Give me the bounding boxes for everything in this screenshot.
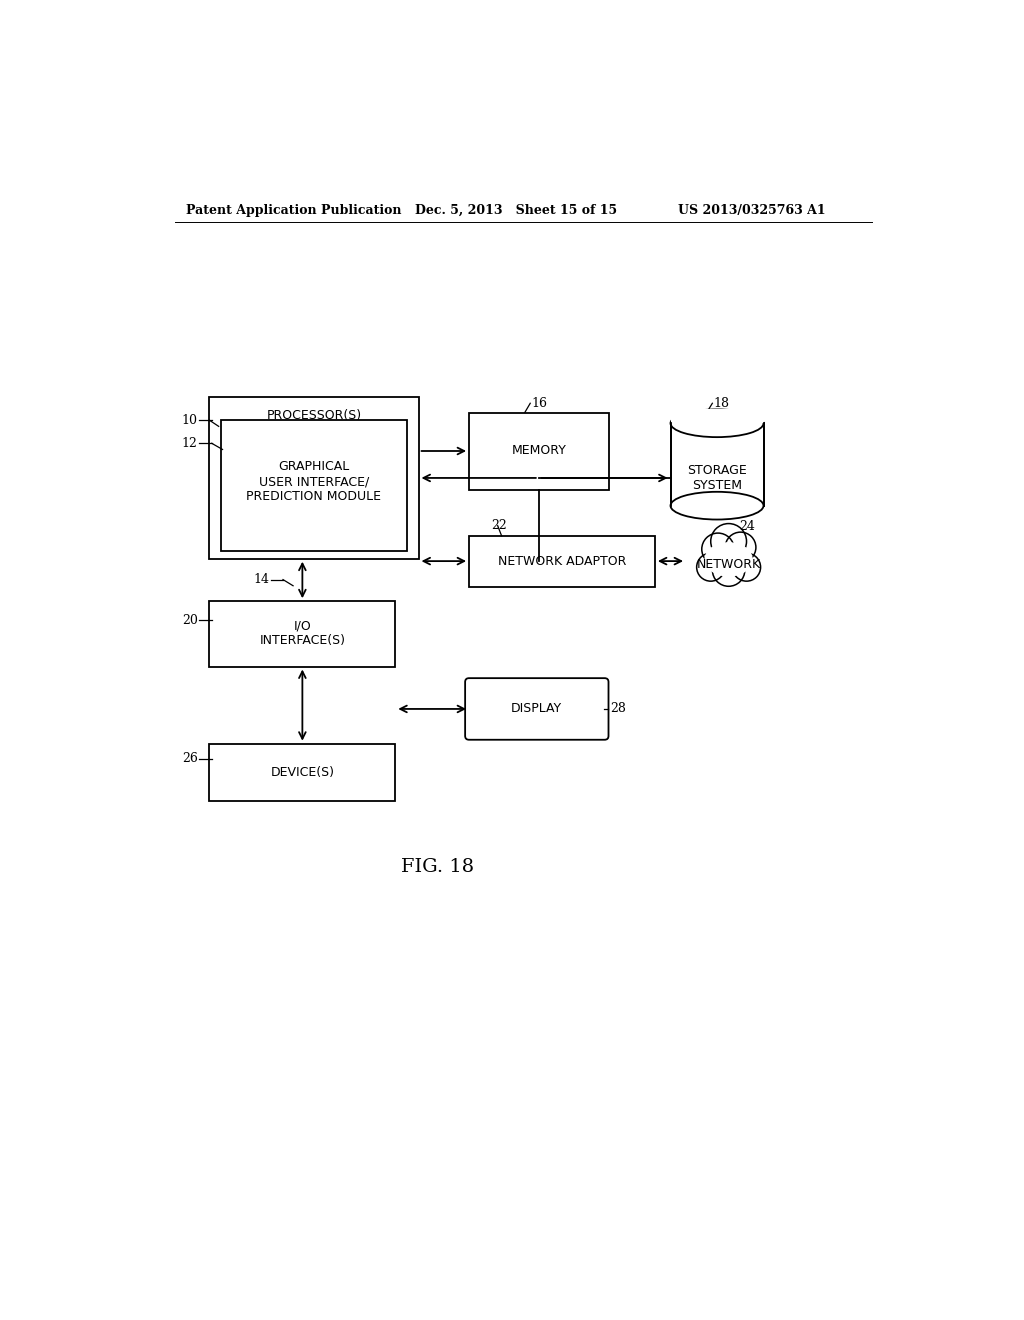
Text: MEMORY: MEMORY	[511, 445, 566, 458]
Ellipse shape	[711, 524, 746, 560]
Text: DEVICE(S): DEVICE(S)	[270, 766, 335, 779]
Bar	[221, 420, 407, 552]
Text: 24: 24	[738, 520, 755, 533]
Text: 14: 14	[254, 573, 270, 586]
Text: 22: 22	[490, 519, 507, 532]
Bar	[469, 536, 655, 587]
Text: 26: 26	[182, 752, 198, 766]
Bar	[469, 412, 608, 490]
Bar	[209, 601, 395, 667]
Text: 28: 28	[610, 702, 626, 715]
Text: FIG. 18: FIG. 18	[401, 858, 474, 875]
Text: 10: 10	[181, 413, 198, 426]
FancyBboxPatch shape	[465, 678, 608, 739]
Text: 20: 20	[182, 614, 198, 627]
Bar	[671, 409, 764, 424]
Bar	[209, 397, 419, 558]
Text: US 2013/0325763 A1: US 2013/0325763 A1	[678, 205, 826, 218]
Ellipse shape	[706, 543, 752, 576]
Bar	[209, 743, 395, 801]
Ellipse shape	[725, 532, 756, 562]
Text: GRAPHICAL
USER INTERFACE/
PREDICTION MODULE: GRAPHICAL USER INTERFACE/ PREDICTION MOD…	[247, 461, 382, 503]
Text: Dec. 5, 2013   Sheet 15 of 15: Dec. 5, 2013 Sheet 15 of 15	[415, 205, 616, 218]
Text: Patent Application Publication: Patent Application Publication	[186, 205, 401, 218]
Text: 16: 16	[531, 397, 547, 409]
Ellipse shape	[696, 553, 725, 581]
Text: 12: 12	[182, 437, 198, 450]
Text: DISPLAY: DISPLAY	[511, 702, 562, 715]
Text: STORAGE
SYSTEM: STORAGE SYSTEM	[687, 463, 746, 492]
Text: I/O
INTERFACE(S): I/O INTERFACE(S)	[259, 619, 345, 648]
Ellipse shape	[732, 553, 761, 581]
Text: NETWORK: NETWORK	[696, 557, 761, 570]
Bar	[671, 424, 764, 506]
Ellipse shape	[671, 492, 764, 520]
Text: NETWORK ADAPTOR: NETWORK ADAPTOR	[498, 554, 627, 568]
Ellipse shape	[671, 409, 764, 437]
Text: PROCESSOR(S): PROCESSOR(S)	[266, 409, 361, 421]
Ellipse shape	[701, 533, 734, 565]
Ellipse shape	[713, 554, 744, 586]
Text: 18: 18	[713, 397, 729, 409]
